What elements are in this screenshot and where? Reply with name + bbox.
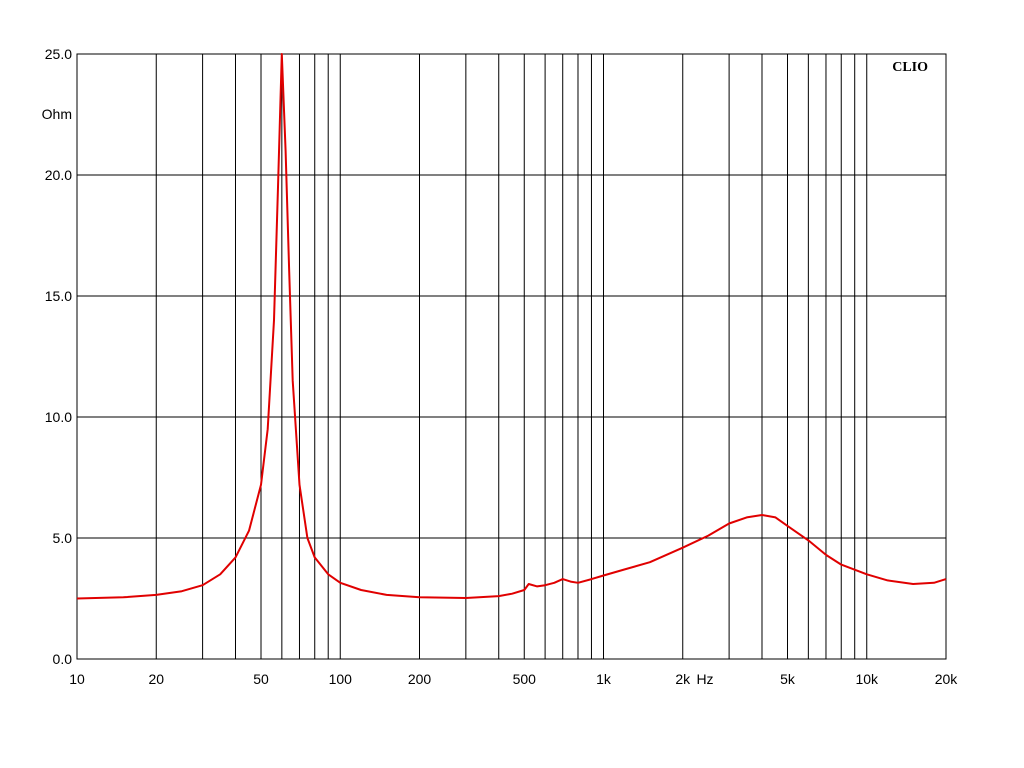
y-tick-label: 0.0 xyxy=(53,651,73,667)
x-tick-label: 100 xyxy=(329,671,353,687)
x-tick-label: 5k xyxy=(780,671,796,687)
x-tick-label: 20k xyxy=(935,671,959,687)
clio-brand-label: CLIO xyxy=(892,60,928,75)
x-tick-label: 10k xyxy=(855,671,879,687)
series-layer xyxy=(76,53,947,600)
x-axis-label: Hz xyxy=(696,671,713,687)
y-tick-label: 15.0 xyxy=(45,288,72,304)
x-tick-label: 200 xyxy=(408,671,432,687)
x-tick-label: 1k xyxy=(596,671,612,687)
plot-frame xyxy=(76,53,947,660)
y-tick-label: 10.0 xyxy=(45,409,72,425)
x-tick-label: 50 xyxy=(253,671,269,687)
x-tick-label: 500 xyxy=(513,671,537,687)
y-tick-label: 25.0 xyxy=(45,46,72,62)
y-axis-label: Ohm xyxy=(42,106,72,122)
x-tick-label: 20 xyxy=(148,671,164,687)
impedance-curve xyxy=(76,53,947,600)
x-tick-label: 10 xyxy=(69,671,85,687)
y-tick-label: 5.0 xyxy=(53,530,73,546)
x-axis-ticks: 10 20 50 100 200 500 1k 2k 5k 10k 20k xyxy=(69,671,958,687)
y-axis-ticks: 0.0 5.0 10.0 15.0 20.0 25.0 xyxy=(45,46,72,667)
grid xyxy=(76,53,947,660)
y-tick-label: 20.0 xyxy=(45,167,72,183)
x-tick-label: 2k xyxy=(675,671,691,687)
